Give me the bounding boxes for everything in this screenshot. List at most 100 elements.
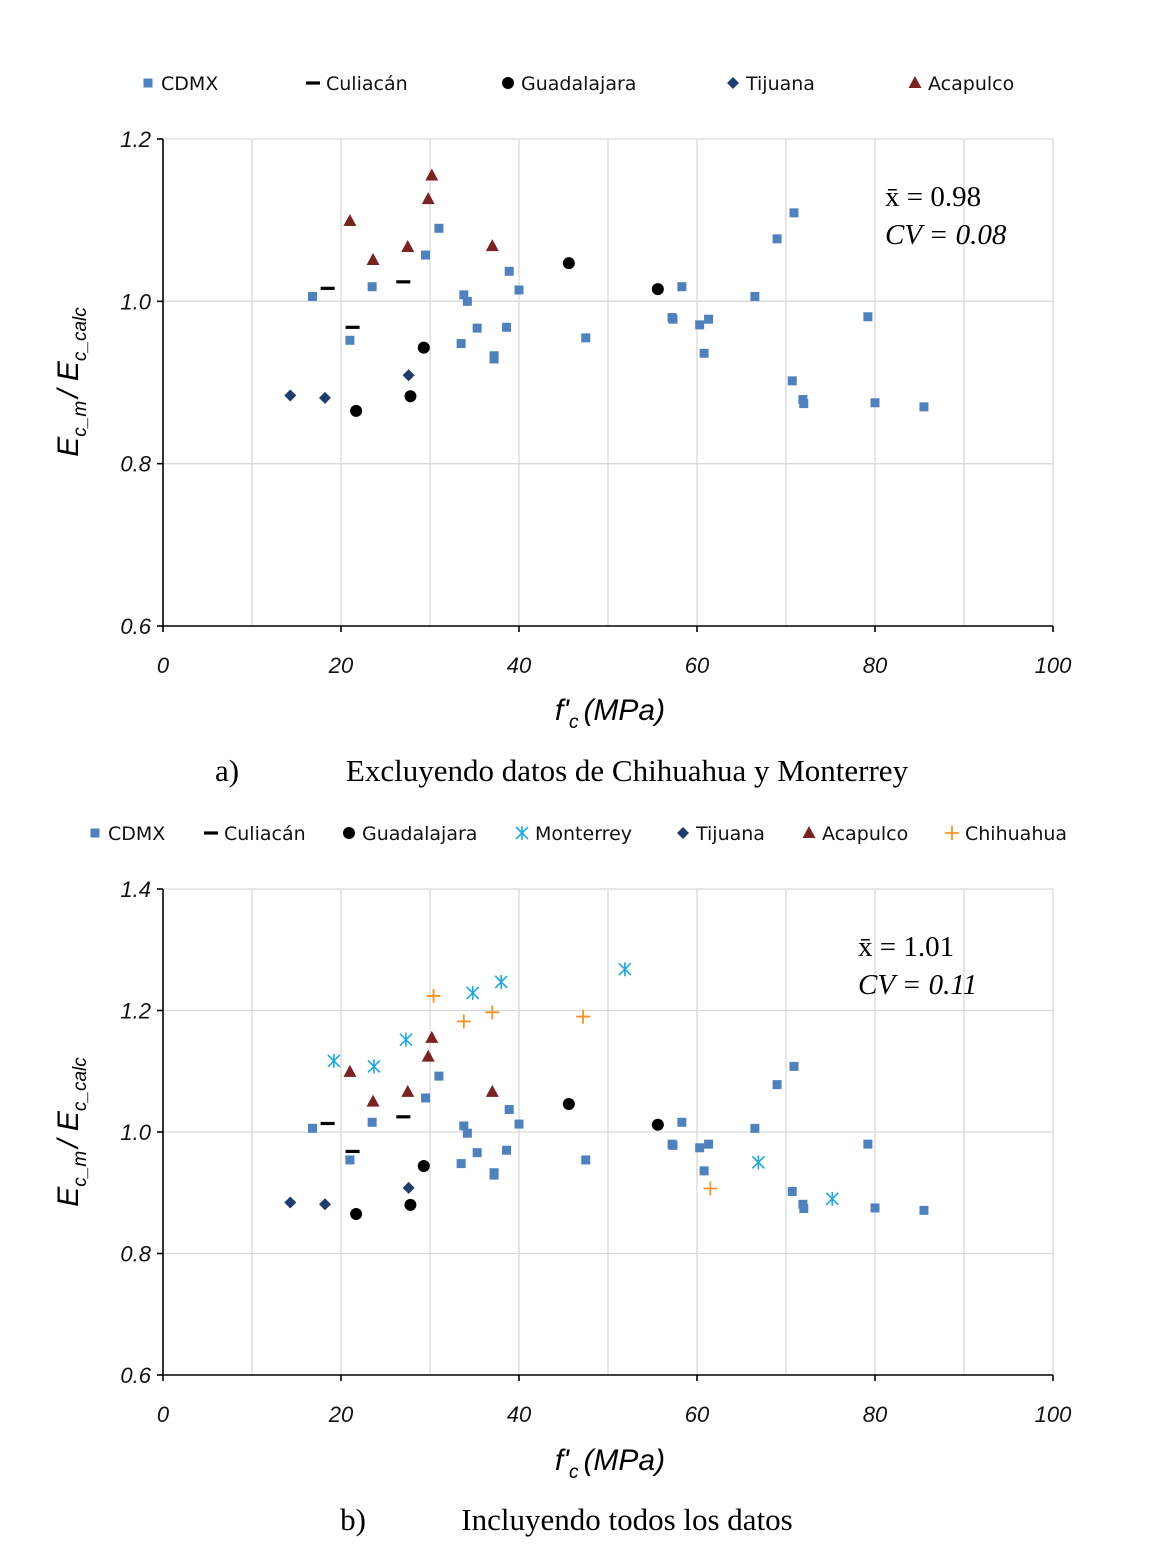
y-axis-title-sub1: c_m xyxy=(70,1151,91,1187)
cdmx-point xyxy=(787,1187,797,1197)
monterrey-point xyxy=(327,1053,341,1068)
acapulco-point xyxy=(485,239,499,252)
chart-b: 0.6 0.8 1.0 1.2 1.4 0 20 40 60 80 100 f'c (MPa) Ec_m/… xyxy=(52,823,1072,1537)
series-monterrey xyxy=(327,962,839,1206)
x-tick-label: 80 xyxy=(863,1402,888,1427)
legend-tijuana-marker xyxy=(727,77,739,89)
legend-item-acapulco: Acapulco xyxy=(908,73,1014,95)
acapulco-point xyxy=(366,252,380,265)
cdmx-point xyxy=(472,323,482,333)
tijuana-point xyxy=(318,391,331,404)
guadalajara-point xyxy=(404,1198,417,1211)
series-cdmx xyxy=(308,1061,929,1215)
cdmx-point xyxy=(489,1170,499,1180)
y-axis-title-sub1: c_m xyxy=(70,401,91,437)
mean-annotation: x̄ = 0.98 xyxy=(885,181,981,213)
x-axis-title-main: f' xyxy=(555,694,570,727)
legend-label: CDMX xyxy=(161,73,218,95)
caption-text: Excluyendo datos de Chihuahua y Monterre… xyxy=(346,753,909,788)
legend-label: Guadalajara xyxy=(362,823,477,845)
chihuahua-point xyxy=(576,1009,591,1024)
legend-monterrey-marker xyxy=(515,826,529,840)
cdmx-point xyxy=(514,1119,524,1129)
x-tick-label: 40 xyxy=(507,653,532,678)
cdmx-point xyxy=(863,312,873,322)
legend-item-chihuahua: Chihuahua xyxy=(945,823,1067,845)
legend-item-cdmx: CDMX xyxy=(90,823,165,845)
series-chihuahua xyxy=(426,988,718,1196)
legend-culiacan-marker xyxy=(306,81,320,85)
guadalajara-point xyxy=(417,341,430,354)
cdmx-point xyxy=(456,339,466,349)
guadalajara-point xyxy=(350,1208,363,1221)
cdmx-point xyxy=(502,322,512,332)
chihuahua-point xyxy=(485,1005,500,1020)
x-tick-label: 80 xyxy=(863,653,888,678)
acapulco-point xyxy=(366,1094,380,1107)
caption-text: Incluyendo todos los datos xyxy=(461,1502,793,1537)
chihuahua-point xyxy=(703,1181,718,1196)
legend-label: Culiacán xyxy=(326,73,408,95)
series-culiacan xyxy=(320,280,411,329)
cdmx-point xyxy=(472,1148,482,1158)
cdmx-point xyxy=(421,250,431,260)
x-axis-title-unit: (MPa) xyxy=(583,694,665,727)
guadalajara-point xyxy=(404,390,417,403)
legend-item-culiacan: Culiacán xyxy=(204,823,306,845)
monterrey-point xyxy=(825,1191,839,1206)
y-axis-title-e2: / E xyxy=(52,1110,85,1150)
series-tijuana xyxy=(284,369,415,404)
cdmx-point xyxy=(772,234,782,244)
y-axis-title: Ec_m/ Ec_calc xyxy=(52,307,91,457)
cdmx-point xyxy=(367,282,377,292)
cdmx-point xyxy=(581,1155,591,1165)
y-tick-label: 1.0 xyxy=(120,1120,151,1145)
cdmx-point xyxy=(489,354,499,364)
legend-label: Acapulco xyxy=(928,73,1014,95)
cdmx-point xyxy=(514,285,524,295)
cdmx-point xyxy=(919,402,929,412)
cdmx-point xyxy=(345,335,355,345)
legend-tijuana-marker xyxy=(677,827,689,839)
series-tijuana xyxy=(284,1181,415,1211)
series-acapulco xyxy=(343,1030,499,1107)
guadalajara-point xyxy=(417,1160,430,1173)
y-axis-title-e1: E xyxy=(52,436,85,457)
x-tick-label: 20 xyxy=(328,653,354,678)
culiacan-point xyxy=(320,1121,335,1126)
caption-letter: a) xyxy=(215,753,239,788)
monterrey-point xyxy=(367,1059,381,1074)
x-tick-label: 40 xyxy=(507,1402,532,1427)
x-tick-label: 0 xyxy=(157,653,170,678)
legend-label: Tijuana xyxy=(695,823,765,845)
cdmx-point xyxy=(459,290,469,300)
cdmx-point xyxy=(787,376,797,386)
legend-acapulco-marker xyxy=(802,826,816,838)
chihuahua-point xyxy=(426,988,441,1003)
y-tick-label: 0.8 xyxy=(120,1242,151,1267)
cdmx-point xyxy=(668,1140,678,1150)
culiacan-point xyxy=(396,1115,411,1119)
series-culiacan xyxy=(320,1115,411,1154)
x-tick-label: 0 xyxy=(157,1402,170,1427)
y-tick-label: 0.6 xyxy=(120,614,151,639)
guadalajara-point xyxy=(562,1098,575,1111)
x-tick-label: 60 xyxy=(685,653,710,678)
cdmx-point xyxy=(668,314,678,324)
series-acapulco xyxy=(343,168,499,265)
x-axis-title: f'c (MPa) xyxy=(555,694,665,733)
y-tick-label: 1.0 xyxy=(120,289,151,314)
culiacan-point xyxy=(345,1149,360,1154)
cdmx-point xyxy=(421,1093,431,1103)
monterrey-point xyxy=(399,1032,413,1047)
cdmx-point xyxy=(789,208,799,218)
tijuana-point xyxy=(402,1181,415,1194)
acapulco-point xyxy=(425,168,439,181)
acapulco-point xyxy=(343,1064,357,1077)
acapulco-point xyxy=(401,1084,415,1097)
legend-guadalajara-marker xyxy=(502,77,514,89)
cdmx-point xyxy=(695,1143,705,1153)
legend-label: Acapulco xyxy=(822,823,908,845)
